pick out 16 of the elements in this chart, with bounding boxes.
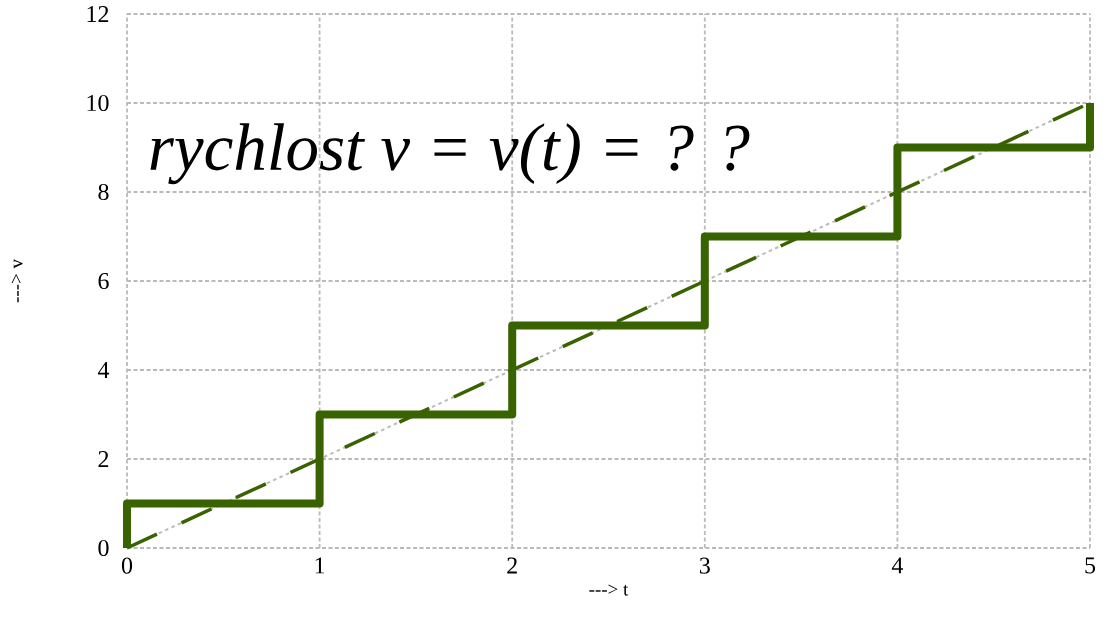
y-tick-label: 8 [98, 183, 109, 201]
y-tick-label: 12 [87, 6, 109, 22]
y-axis-title: ---> v [11, 259, 23, 303]
x-tick-label: 0 [121, 557, 133, 574]
x-axis-title: ---> t [589, 584, 629, 596]
annotation: rychlost v = v(t) = ? ? [150, 123, 750, 185]
x-tick-label: 5 [1085, 557, 1096, 574]
x-tick-label: 1 [315, 557, 325, 574]
x-tick-label: 3 [699, 557, 710, 574]
y-tick-label: 0 [98, 539, 109, 557]
y-tick-label: 2 [98, 451, 109, 467]
y-tick-label: 4 [97, 362, 110, 378]
y-tick-label: 10 [87, 94, 109, 112]
x-tick-label: 2 [507, 557, 517, 574]
y-tick-label: 6 [98, 272, 109, 290]
x-tick-label: 4 [891, 557, 904, 574]
